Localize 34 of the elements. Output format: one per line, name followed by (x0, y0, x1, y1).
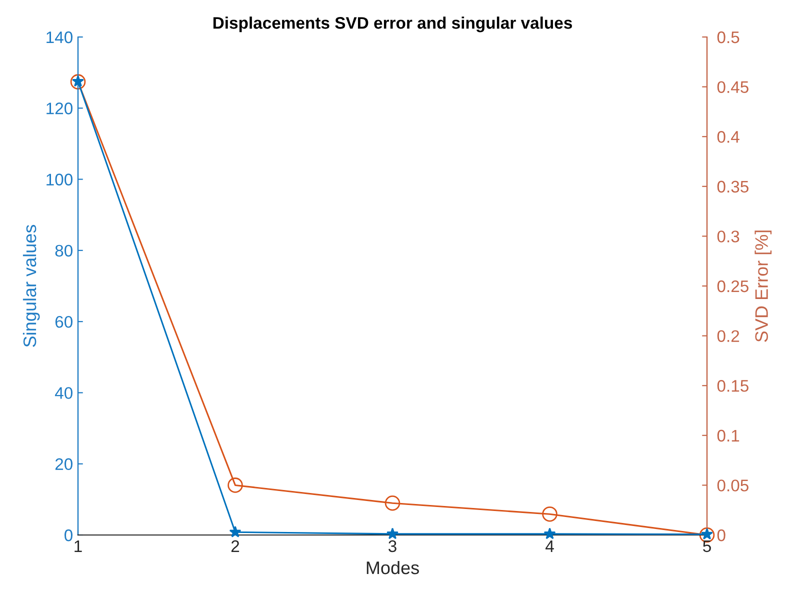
y-axis-title: Singular values (22, 224, 40, 347)
y2-tick-label: 0.05 (717, 480, 748, 492)
y2-tick-label: 0.4 (717, 131, 740, 143)
y2-axis-title: SVD Error [%] (754, 230, 772, 342)
y2-tick-label: 0.5 (717, 31, 740, 44)
y-tick-label: 60 (55, 316, 72, 328)
point (228, 478, 243, 493)
y2-tick-label: 0.15 (717, 380, 748, 392)
y-tick-label: 20 (55, 458, 72, 470)
y2-tick-label: 0.2 (717, 330, 740, 342)
y-tick-label: 40 (54, 387, 72, 399)
x-tick-label: 5 (703, 540, 711, 552)
point (544, 528, 556, 540)
x-tick-label: 2 (231, 540, 240, 552)
y2-tick-label: 0.25 (717, 280, 748, 292)
point (542, 506, 558, 522)
x-tick-label: 3 (388, 540, 396, 552)
x-axis-title: Modes (366, 560, 419, 574)
y2-tick-label: 0.1 (717, 430, 740, 442)
y-tick-label: 120 (46, 102, 72, 114)
chart-title: Displacements SVD error and singular values (213, 16, 572, 32)
y-tick-label: 140 (46, 31, 72, 44)
y-tick-label: 0 (64, 529, 72, 542)
y-tick-label: 80 (55, 244, 72, 257)
x-tick-label: 1 (74, 540, 82, 552)
point (384, 495, 400, 511)
point (229, 526, 242, 538)
y2-tick-label: 0.3 (717, 230, 740, 242)
y-tick-label: 100 (46, 174, 72, 186)
y2-tick-label: 0.45 (717, 81, 748, 94)
x-tick-label: 4 (546, 540, 554, 552)
point (386, 528, 398, 540)
y2-tick-label: 0.35 (717, 180, 748, 193)
y2-tick-label: 0 (717, 529, 726, 542)
